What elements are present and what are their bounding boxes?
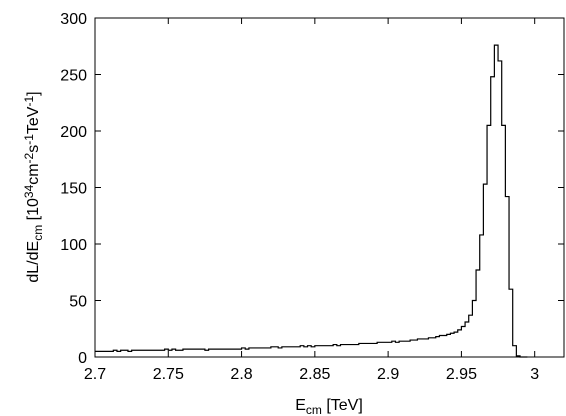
y-axis-label-part: dL/dE: [25, 241, 42, 283]
y-axis-label-part: -1: [22, 96, 36, 107]
y-tick-label: 50: [69, 294, 87, 311]
plot-frame: [94, 17, 565, 358]
x-tick-label: 2.85: [299, 366, 330, 383]
y-axis-label-part: -2: [22, 152, 36, 163]
y-axis-label: dL/dEcm [1034cm-2s-1TeV-1]: [22, 91, 45, 282]
x-axis-label-rest: [TeV]: [322, 397, 363, 414]
y-tick-label: 100: [60, 237, 87, 254]
x-tick-label: 2.9: [377, 366, 399, 383]
histogram-step-line: [95, 44, 528, 358]
y-tick-label: 0: [78, 350, 87, 367]
y-axis-label-part: cm: [31, 225, 45, 241]
x-tick-label: 2.95: [446, 366, 477, 383]
y-tick-label: 250: [60, 68, 87, 85]
y-axis-label-part: TeV: [25, 106, 42, 134]
y-axis-label-part: s: [25, 145, 42, 153]
x-tick-label: 2.8: [230, 366, 252, 383]
y-axis-label-part: ]: [25, 91, 42, 95]
axis-ticks: [94, 17, 564, 358]
y-tick-label: 300: [60, 11, 87, 28]
y-axis-label-part: [10: [25, 198, 42, 225]
y-tick-label: 150: [60, 181, 87, 198]
x-tick-label: 2.7: [84, 366, 106, 383]
y-axis-label-part: -1: [22, 134, 36, 145]
x-axis-label: Ecm [TeV]: [295, 397, 363, 416]
x-tick-label: 3: [530, 366, 539, 383]
y-axis-label-part: 34: [22, 184, 36, 198]
y-tick-label: 200: [60, 124, 87, 141]
x-tick-label: 2.75: [153, 366, 184, 383]
x-axis-label-base: E: [295, 397, 306, 414]
axis-tick-labels: 2.7 2.75 2.8 2.85 2.9 2.95 3 0 50 100 150 200 250 300: [60, 11, 539, 383]
y-axis-label-part: cm: [25, 163, 42, 184]
x-axis-label-sub: cm: [306, 403, 322, 416]
